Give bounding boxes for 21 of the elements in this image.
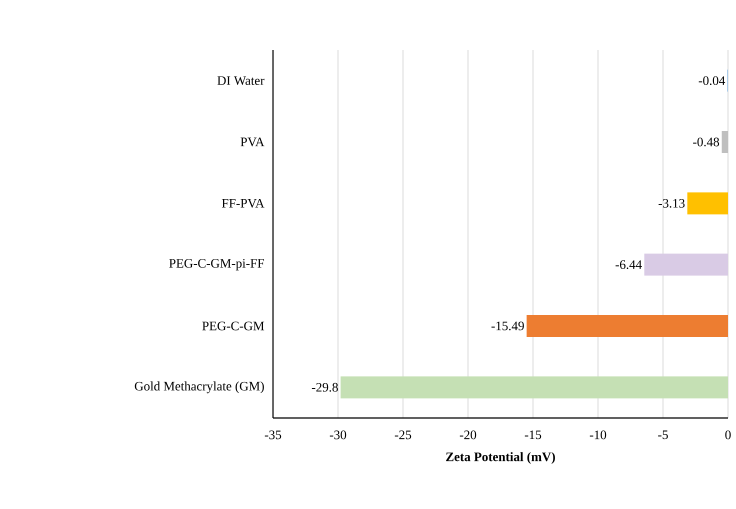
x-tick-label: -30: [330, 430, 346, 440]
y-tick-label: FF-PVA: [222, 198, 264, 208]
y-tick-label: Gold Methacrylate (GM): [134, 381, 264, 394]
data-label: -0.48: [693, 138, 720, 146]
x-axis-title: Zeta Potential (mV): [446, 452, 555, 464]
y-tick-label: PEG-C-GM: [202, 322, 264, 330]
x-tick-label: -10: [590, 430, 606, 440]
data-label: -3.13: [658, 198, 685, 208]
data-label: -6.44: [616, 260, 642, 270]
x-tick-label: -5: [658, 430, 668, 440]
y-tick-label: PEG-C-GM-pi-FF: [169, 258, 264, 270]
x-tick-label: -15: [524, 430, 542, 440]
y-tick-label: DI Water: [217, 76, 264, 85]
data-label: -15.49: [491, 322, 524, 330]
y-tick-label: PVA: [240, 138, 264, 146]
x-tick-label: -25: [394, 430, 412, 440]
x-tick-label: -35: [264, 430, 282, 440]
data-label: -29.8: [312, 382, 338, 392]
x-tick-label: -20: [460, 430, 476, 440]
x-tick-label: 0: [725, 430, 731, 440]
data-label: -0.04: [698, 76, 726, 86]
